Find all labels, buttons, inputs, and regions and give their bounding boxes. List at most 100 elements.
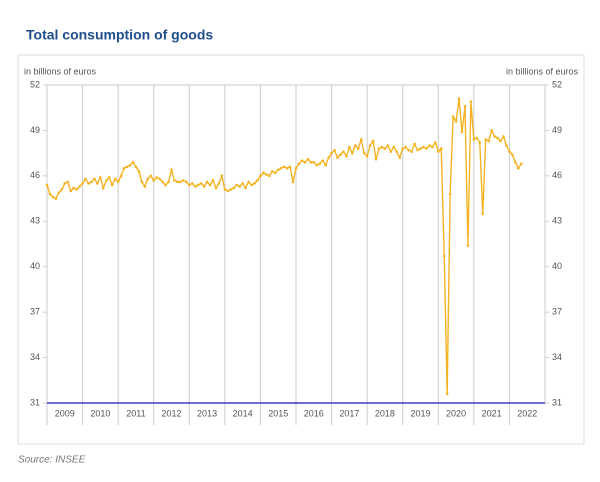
y-tick-label: 37 (30, 307, 40, 317)
point (232, 186, 236, 190)
point (374, 157, 378, 161)
point (57, 191, 61, 194)
y2-tick-label: 40 (552, 261, 562, 271)
point (472, 138, 476, 141)
point (90, 180, 93, 184)
point (336, 156, 339, 159)
point (365, 154, 369, 158)
point (104, 179, 108, 182)
point (72, 186, 75, 190)
point (359, 138, 363, 141)
point (158, 177, 161, 181)
point (517, 166, 520, 170)
point (348, 145, 351, 149)
point (445, 392, 449, 396)
point (300, 159, 304, 163)
point (279, 166, 283, 170)
point (161, 180, 164, 184)
point (499, 139, 502, 143)
x-tick-label: 2018 (375, 408, 395, 418)
point (466, 244, 470, 247)
point (247, 180, 250, 184)
y2-tick-label: 31 (552, 397, 562, 407)
point (413, 142, 416, 146)
point (463, 104, 467, 108)
point (128, 163, 132, 167)
point (442, 254, 446, 258)
point (51, 195, 55, 199)
point (389, 150, 393, 153)
point (155, 176, 158, 179)
point (487, 139, 490, 143)
point (223, 188, 227, 191)
y2-axis-label: in billions of euros (506, 66, 579, 76)
point (386, 144, 390, 147)
point (469, 100, 473, 103)
point (140, 180, 144, 184)
point (143, 185, 147, 188)
point (93, 177, 96, 181)
point (78, 185, 81, 188)
point (176, 180, 179, 184)
x-tick-label: 2019 (410, 408, 430, 418)
point (490, 129, 493, 132)
point (235, 183, 239, 187)
point (262, 171, 265, 175)
point (63, 182, 67, 185)
x-tick-label: 2017 (339, 408, 359, 418)
point (392, 145, 396, 149)
point (282, 165, 286, 169)
point (87, 182, 90, 185)
point (253, 182, 256, 185)
x-tick-label: 2022 (517, 408, 537, 418)
y-tick-label: 46 (30, 170, 40, 180)
point (371, 139, 375, 143)
point (110, 183, 114, 187)
y2-tick-label: 46 (552, 170, 562, 180)
point (330, 151, 333, 155)
point (99, 176, 102, 179)
point (475, 136, 479, 140)
point (306, 157, 310, 161)
x-tick-label: 2016 (304, 408, 324, 418)
point (270, 170, 274, 173)
point (69, 189, 73, 193)
point (368, 144, 372, 147)
point (226, 189, 230, 193)
point (122, 166, 126, 170)
point (229, 188, 233, 191)
point (312, 160, 316, 164)
point (256, 179, 259, 182)
y-tick-label: 43 (30, 216, 40, 226)
point (146, 177, 150, 181)
x-tick-label: 2011 (126, 408, 145, 418)
point (297, 162, 301, 166)
point (410, 150, 413, 153)
point (404, 145, 407, 149)
point (434, 141, 437, 144)
point (496, 136, 499, 140)
point (294, 166, 298, 170)
y-tick-label: 34 (30, 352, 40, 362)
point (116, 180, 120, 184)
point (211, 179, 215, 182)
x-tick-label: 2009 (55, 408, 75, 418)
x-tick-label: 2010 (90, 408, 110, 418)
point (321, 159, 324, 163)
y-tick-label: 40 (30, 261, 40, 271)
x-tick-label: 2013 (197, 408, 217, 418)
point (134, 165, 138, 169)
y2-tick-label: 34 (552, 352, 562, 362)
point (48, 192, 52, 196)
point (454, 120, 458, 123)
point (273, 171, 277, 175)
point (481, 212, 485, 216)
point (238, 185, 241, 188)
point (125, 165, 129, 169)
x-tick-label: 2020 (446, 408, 466, 418)
point (288, 165, 292, 169)
y2-tick-label: 52 (552, 79, 562, 89)
point (164, 183, 167, 187)
point (113, 177, 117, 181)
point (448, 192, 452, 196)
